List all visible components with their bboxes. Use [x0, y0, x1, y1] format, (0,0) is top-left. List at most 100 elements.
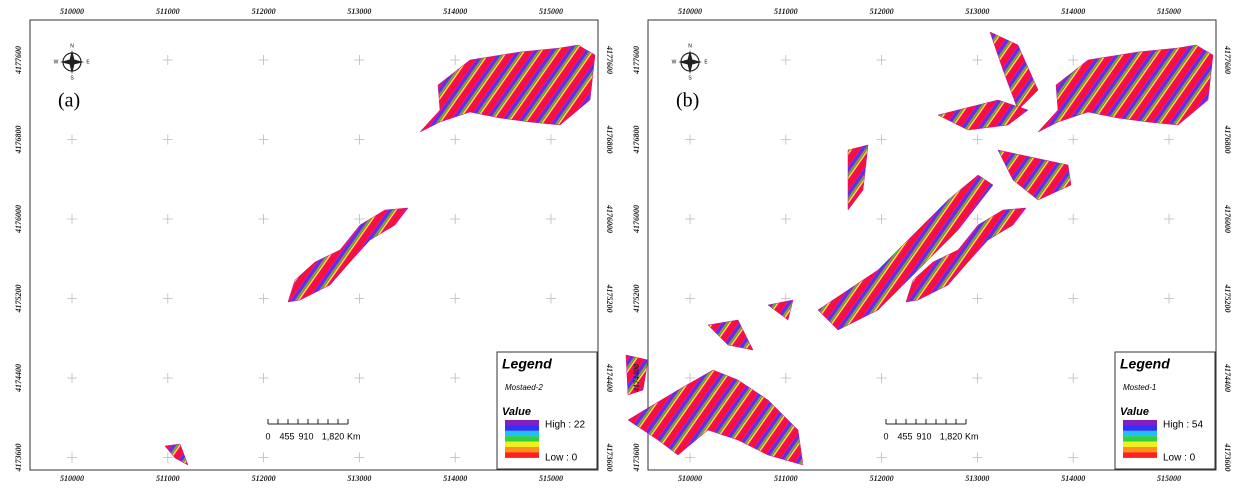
- landslide-area: [287, 207, 409, 303]
- landslide-area: [905, 207, 1027, 303]
- grid-cross: [258, 452, 269, 463]
- grid-cross: [685, 293, 695, 304]
- scale-label: 455: [897, 431, 912, 441]
- grid-cross: [972, 134, 983, 145]
- grid-cross: [972, 293, 983, 304]
- x-coord-label: 512000: [252, 7, 276, 16]
- y-coord-label: 4174400: [14, 364, 23, 393]
- grid-cross: [162, 214, 173, 224]
- grid-cross: [972, 373, 983, 383]
- grid-cross: [972, 452, 983, 463]
- grid-cross: [685, 373, 695, 383]
- legend-value-title: Value: [1120, 406, 1149, 418]
- landslide-area: [625, 354, 649, 396]
- grid-cross: [354, 134, 365, 145]
- grid-cross: [1164, 293, 1174, 304]
- compass-letter: E: [704, 59, 708, 65]
- legend-ramp: [505, 441, 539, 448]
- grid-cross: [162, 134, 173, 145]
- legend-title: Legend: [502, 356, 552, 372]
- grid-cross: [450, 214, 461, 224]
- grid-cross: [450, 452, 461, 463]
- grid-cross: [450, 55, 461, 65]
- compass-star: [60, 50, 84, 74]
- grid-cross: [546, 214, 556, 224]
- grid-cross: [258, 293, 269, 304]
- grid-cross: [780, 214, 791, 224]
- x-coord-label: 511000: [156, 7, 180, 16]
- x-coord-label: 515000: [539, 7, 563, 16]
- legend-ramp: [1123, 425, 1157, 431]
- x-coord-label: 512000: [870, 7, 894, 16]
- landslide-area: [707, 319, 754, 351]
- legend-ramp: [1123, 420, 1157, 426]
- compass-letter: N: [688, 43, 692, 49]
- y-coord-label: 4174400: [632, 364, 641, 393]
- grid-cross: [685, 214, 695, 224]
- landslide-area: [627, 369, 804, 466]
- x-coord-label: 514000: [443, 474, 467, 483]
- y-coord-label: 4177600: [1223, 45, 1232, 74]
- grid-cross: [67, 214, 77, 224]
- scale-label: 0: [265, 431, 270, 441]
- grid-cross: [354, 293, 365, 304]
- legend-low: Low : 0: [545, 453, 578, 464]
- x-coord-label: 512000: [870, 474, 894, 483]
- grid-cross: [162, 373, 173, 383]
- x-coord-label: 512000: [252, 474, 276, 483]
- scale-bar: [885, 419, 967, 425]
- scale-label: 910: [298, 431, 313, 441]
- scale-label: 455: [279, 431, 294, 441]
- legend-high: High : 22: [545, 420, 585, 431]
- grid-cross: [1068, 214, 1079, 224]
- scale-unit: Km: [965, 431, 979, 441]
- y-coord-label: 4174400: [1223, 363, 1232, 392]
- legend-ramp: [505, 452, 539, 458]
- grid-cross: [972, 214, 983, 224]
- y-coord-label: 4176000: [605, 204, 614, 233]
- map-panel: 510000 510000 511000 511000 512000 512000 5130…: [14, 7, 614, 483]
- legend-ramp: [1123, 436, 1157, 442]
- grid-cross: [354, 452, 365, 463]
- y-coord-label: 4177600: [605, 45, 614, 74]
- grid-cross: [1068, 452, 1079, 463]
- compass-letter: E: [86, 59, 90, 65]
- scale-label: 1,820: [940, 431, 963, 441]
- grid-cross: [685, 452, 695, 463]
- grid-cross: [876, 214, 887, 224]
- grid-cross: [67, 293, 77, 304]
- grid-cross: [780, 55, 791, 65]
- legend-layer: Mosted-1: [1123, 383, 1156, 392]
- landslide-area: [937, 99, 1029, 131]
- grid-cross: [876, 373, 887, 383]
- map-panel: 510000 510000 511000 511000 512000 512000 5130…: [625, 7, 1232, 483]
- grid-cross: [162, 55, 173, 65]
- panel-label: (a): [58, 90, 80, 112]
- x-coord-label: 513000: [347, 7, 371, 16]
- legend-high: High : 54: [1163, 420, 1203, 431]
- legend-ramp: [505, 425, 539, 431]
- y-coord-label: 4175200: [605, 284, 614, 313]
- y-coord-label: 4176000: [1223, 204, 1232, 233]
- legend-ramp: [1123, 430, 1157, 437]
- legend-ramp: [505, 430, 539, 437]
- scale-bar: [267, 419, 349, 425]
- x-coord-label: 511000: [774, 474, 798, 483]
- grid-cross: [162, 293, 173, 304]
- x-coord-label: 513000: [965, 7, 989, 16]
- landslide-area: [817, 174, 994, 331]
- grid-cross: [685, 134, 695, 145]
- y-coord-label: 4174400: [605, 363, 614, 392]
- compass-star: [678, 50, 702, 74]
- y-coord-label: 4175200: [632, 285, 641, 314]
- grid-cross: [354, 55, 365, 65]
- landslide-area: [989, 31, 1039, 111]
- legend-ramp: [505, 420, 539, 426]
- compass-letter: S: [70, 75, 74, 81]
- grid-cross: [1068, 55, 1079, 65]
- landslide-area: [847, 144, 869, 211]
- grid-cross: [1164, 134, 1174, 145]
- landslide-area: [997, 149, 1072, 201]
- legend-ramp: [1123, 447, 1157, 453]
- grid-cross: [67, 452, 77, 463]
